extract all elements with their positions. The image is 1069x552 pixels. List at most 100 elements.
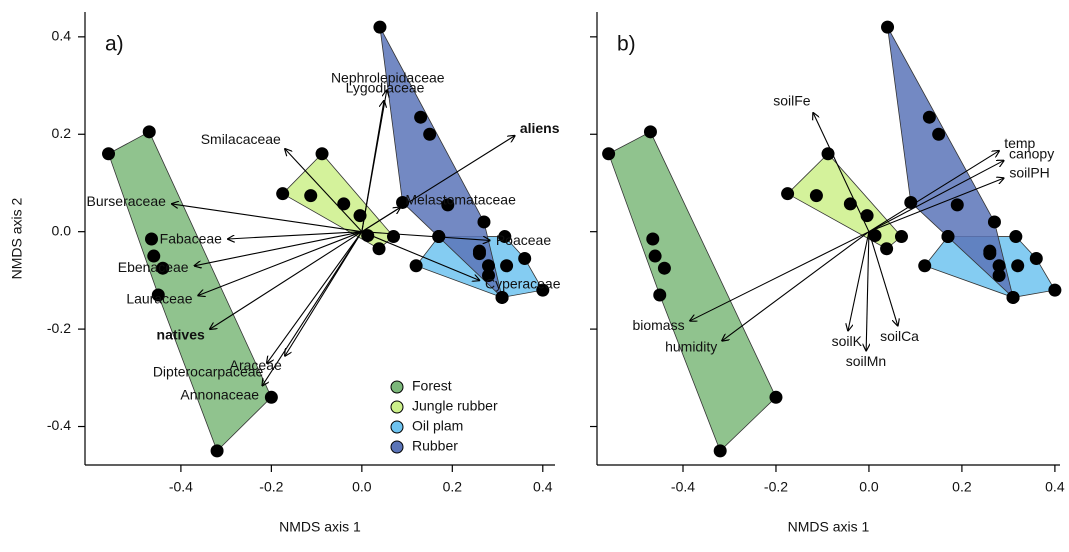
arrow: [722, 231, 870, 341]
arrow: [848, 231, 870, 331]
point: [276, 187, 290, 201]
panel-label: a): [105, 33, 124, 56]
y-tick-label: 0.0: [52, 222, 72, 238]
point: [142, 125, 156, 139]
point: [500, 259, 514, 273]
arrow: [285, 149, 363, 233]
point: [441, 198, 455, 212]
arrow: [361, 207, 400, 233]
x-tick-label: 0.4: [1045, 479, 1065, 495]
arrow-label: temp: [1004, 135, 1035, 151]
point: [396, 195, 410, 209]
point: [992, 259, 1006, 273]
legend-label: Oil plam: [412, 418, 463, 434]
legend-marker: [390, 420, 404, 434]
arrow-label: natives: [157, 326, 205, 342]
arrow: [690, 231, 870, 321]
point: [304, 189, 318, 203]
point: [536, 283, 550, 297]
legend-marker: [390, 400, 404, 414]
arrow-label: soilCa: [880, 328, 919, 344]
point: [414, 110, 428, 124]
x-axis-label: NMDS axis 1: [788, 519, 870, 535]
point: [983, 244, 997, 258]
point: [144, 232, 158, 246]
x-tick-label: -0.2: [764, 479, 788, 495]
arrow: [868, 151, 999, 233]
point: [932, 127, 946, 141]
point: [809, 189, 823, 203]
arrow: [210, 231, 363, 329]
point: [653, 288, 667, 302]
point: [950, 198, 964, 212]
point: [337, 197, 351, 211]
point: [880, 242, 894, 256]
arrow: [172, 204, 362, 233]
arrow-label: Melastomataceae: [405, 192, 516, 208]
point: [781, 187, 795, 201]
arrow: [868, 161, 1004, 233]
arrow: [361, 90, 387, 232]
point: [373, 20, 387, 34]
arrow: [361, 231, 490, 241]
arrow-label: Burseraceae: [87, 193, 167, 209]
point: [495, 290, 509, 304]
point: [315, 147, 329, 161]
point: [894, 230, 908, 244]
point: [868, 229, 882, 243]
point: [657, 261, 671, 275]
point: [156, 261, 170, 275]
point: [372, 242, 386, 256]
point: [602, 147, 616, 161]
arrow-label: Poaceae: [496, 232, 551, 248]
arrow-label: Annonaceae: [180, 386, 259, 402]
point: [843, 197, 857, 211]
arrow-label: Nephrolepidaceae: [331, 69, 445, 85]
point: [1048, 283, 1062, 297]
x-tick-label: 0.0: [352, 479, 372, 495]
point: [147, 249, 161, 263]
arrow: [194, 231, 362, 266]
arrow-label: soilMn: [846, 353, 886, 369]
arrow-label: Araceae: [230, 357, 282, 373]
y-tick-label: -0.2: [47, 320, 71, 336]
arrow: [285, 231, 363, 356]
arrow-label: aliens: [520, 120, 560, 136]
point: [482, 259, 496, 273]
legend-label: Jungle rubber: [412, 398, 498, 414]
point: [646, 232, 660, 246]
arrow: [866, 231, 869, 351]
x-tick-label: 0.2: [952, 479, 972, 495]
x-tick-label: 0.4: [533, 479, 553, 495]
panel: -0.4 -0.2 0.0 0.2 0.4 -0.4 -0.2 0.0 0.2 0.4 NMDS a…: [9, 12, 561, 535]
arrow: [198, 231, 363, 296]
x-tick-label: 0.2: [443, 479, 463, 495]
arrow: [228, 231, 362, 239]
point: [922, 110, 936, 124]
arrow: [868, 178, 1004, 233]
legend-label: Rubber: [412, 438, 458, 454]
arrow-label: soilPH: [1009, 164, 1049, 180]
point: [860, 209, 874, 223]
y-tick-label: 0.2: [52, 125, 72, 141]
point: [498, 230, 512, 244]
x-tick-label: -0.2: [259, 479, 283, 495]
y-axis-label: NMDS axis 2: [9, 197, 25, 279]
arrow-label: canopy: [1009, 146, 1054, 162]
point: [518, 251, 532, 265]
point: [769, 390, 783, 404]
point: [987, 215, 1001, 229]
point: [643, 125, 657, 139]
panel-label: b): [617, 33, 636, 56]
x-tick-label: -0.4: [169, 479, 193, 495]
point: [648, 249, 662, 263]
y-tick-label: -0.4: [47, 417, 71, 433]
arrow-label: Lygodiaceae: [346, 80, 425, 96]
point: [1011, 259, 1025, 273]
arrow-label: Smilacaceae: [201, 131, 281, 147]
point: [210, 444, 224, 458]
point: [1029, 251, 1043, 265]
point: [992, 269, 1006, 283]
